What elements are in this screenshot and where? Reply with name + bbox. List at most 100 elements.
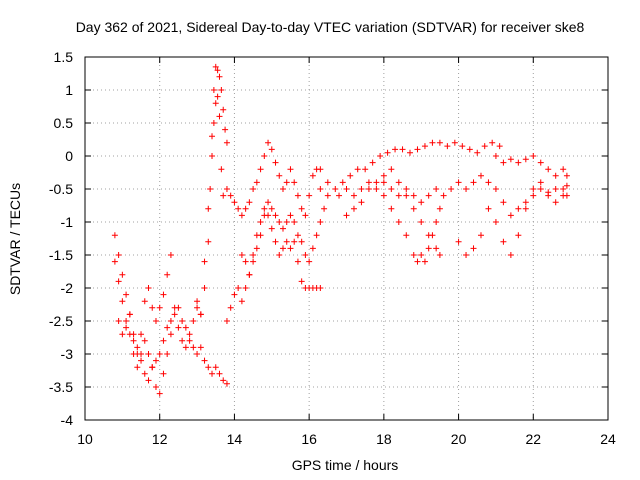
- data-point: [160, 370, 167, 377]
- data-point: [343, 212, 350, 219]
- data-point: [537, 186, 544, 192]
- data-point: [205, 364, 212, 371]
- data-point: [265, 199, 272, 206]
- data-point: [210, 120, 217, 126]
- data-point: [317, 166, 324, 173]
- data-point: [552, 186, 559, 192]
- y-tick-label: -2.5: [49, 313, 73, 329]
- data-point: [138, 357, 145, 364]
- data-point: [425, 232, 432, 239]
- y-axis-label: SDTVAR / TECUs: [7, 183, 23, 295]
- data-point: [182, 344, 189, 351]
- y-tick-label: -1.5: [49, 247, 73, 263]
- y-tick-label: -0.5: [49, 181, 73, 197]
- data-point: [194, 351, 201, 357]
- data-point: [451, 139, 458, 146]
- data-point: [123, 324, 130, 331]
- data-point: [552, 199, 559, 206]
- data-point: [522, 205, 529, 212]
- data-point: [194, 298, 201, 305]
- data-point: [418, 199, 425, 206]
- data-point: [287, 166, 294, 173]
- data-point: [466, 146, 473, 153]
- data-point: [223, 380, 230, 387]
- data-point: [436, 252, 443, 258]
- data-point: [403, 192, 410, 199]
- data-point: [201, 285, 208, 291]
- data-point: [362, 166, 369, 173]
- data-point: [197, 344, 204, 351]
- y-tick-label: -3: [61, 346, 74, 362]
- data-point: [350, 192, 357, 199]
- data-point: [395, 192, 402, 199]
- data-point: [324, 192, 331, 199]
- data-point: [242, 205, 249, 212]
- data-point: [563, 182, 570, 189]
- data-point: [455, 238, 462, 245]
- data-point: [111, 258, 118, 265]
- data-point: [235, 285, 242, 291]
- data-point: [463, 186, 470, 192]
- data-point: [212, 100, 219, 107]
- y-tick-label: -1: [61, 214, 74, 230]
- data-point: [134, 364, 141, 371]
- data-point: [291, 219, 298, 225]
- data-point: [410, 205, 417, 212]
- data-point: [190, 318, 197, 324]
- data-point: [324, 179, 331, 186]
- data-point: [223, 139, 230, 146]
- data-point: [448, 186, 455, 192]
- data-point: [515, 232, 522, 239]
- data-point: [130, 331, 137, 338]
- data-point: [496, 143, 503, 150]
- data-point: [257, 219, 264, 225]
- data-point: [152, 357, 159, 364]
- data-point: [418, 219, 425, 225]
- data-point: [507, 156, 514, 163]
- data-point: [463, 252, 470, 258]
- x-tick-label: 14: [227, 431, 243, 447]
- data-point: [440, 192, 447, 199]
- data-point: [156, 390, 163, 397]
- data-point: [388, 186, 395, 192]
- data-point: [444, 143, 451, 150]
- data-point: [291, 179, 298, 186]
- data-point: [111, 232, 118, 239]
- data-point: [238, 212, 245, 219]
- data-point: [175, 324, 182, 331]
- axis-ticks: [84, 56, 609, 421]
- data-point: [545, 192, 552, 199]
- series-track-10: [380, 166, 443, 258]
- x-tick-label: 20: [451, 431, 467, 447]
- data-point: [201, 357, 208, 364]
- data-point: [223, 186, 230, 192]
- data-point: [283, 219, 290, 225]
- data-point: [268, 205, 275, 212]
- data-point: [377, 153, 384, 159]
- data-point: [167, 318, 174, 324]
- data-point: [201, 258, 208, 265]
- data-point: [373, 179, 380, 186]
- data-point: [214, 67, 221, 74]
- series-track-1: [111, 232, 174, 357]
- data-point: [395, 219, 402, 225]
- data-point: [179, 337, 186, 344]
- data-point: [186, 337, 193, 344]
- data-point: [309, 172, 316, 179]
- data-point: [164, 324, 171, 331]
- data-point: [399, 146, 406, 153]
- data-point: [294, 258, 301, 265]
- data-point: [246, 199, 253, 206]
- x-tick-label: 22: [525, 431, 541, 447]
- data-point: [500, 199, 507, 206]
- data-point: [123, 291, 130, 298]
- x-tick-label: 24: [600, 431, 616, 447]
- data-point: [238, 252, 245, 258]
- data-point: [302, 212, 309, 219]
- series-track-12: [492, 153, 570, 179]
- y-tick-label: 1: [65, 82, 73, 98]
- series-track-3: [115, 63, 230, 371]
- data-point: [560, 166, 567, 173]
- data-point: [186, 331, 193, 338]
- y-tick-labels: 1.5 1 0.5 0 -0.5 -1 -1.5 -2 -2.5 -3 -3.5 -4: [49, 49, 73, 428]
